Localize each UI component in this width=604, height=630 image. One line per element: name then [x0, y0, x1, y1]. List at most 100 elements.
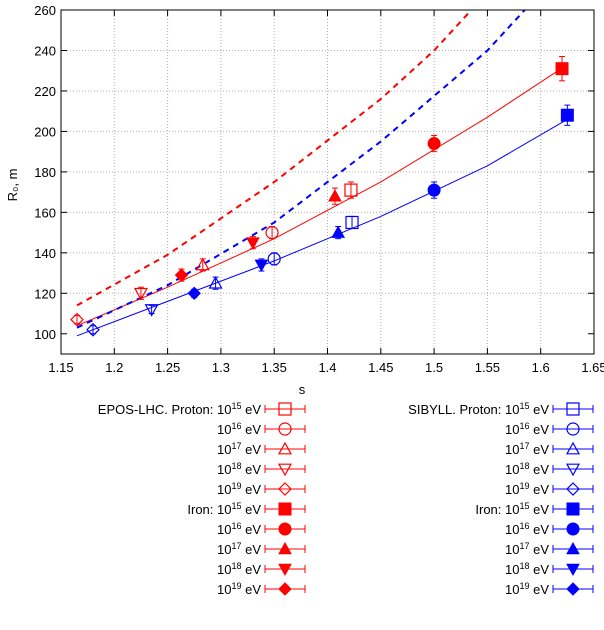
legend-label: 1017 eV	[505, 541, 549, 557]
data-point	[267, 252, 281, 266]
data-point	[427, 137, 441, 151]
sibyll-solid-fit	[76, 118, 568, 337]
legend-marker	[566, 541, 580, 555]
legend-entry: 1019 eV	[505, 581, 594, 597]
legend-entry: Iron: 1015 eV	[475, 501, 594, 517]
x-tick-label: 1.15	[48, 360, 73, 375]
x-tick-label: 1.3	[212, 360, 230, 375]
legend-entry: 1018 eV	[505, 461, 594, 477]
data-point	[70, 312, 84, 327]
sibyll-dashed-fit	[76, 10, 526, 329]
y-tick-label: 160	[34, 205, 56, 220]
data-point	[195, 257, 210, 271]
legend-marker	[278, 482, 292, 496]
legend-entry: SIBYLL. Proton: 1015 eV	[408, 401, 594, 417]
legend-entry: 1019 eV	[217, 481, 306, 497]
legend-entry: 1017 eV	[505, 541, 594, 557]
legend-marker	[566, 582, 580, 596]
legend-marker	[278, 422, 292, 436]
x-tick-label: 1.45	[368, 360, 393, 375]
legend-marker	[278, 502, 292, 516]
legend-label: 1016 eV	[505, 521, 549, 537]
legend-entry: 1016 eV	[217, 521, 306, 537]
legend-entry: 1016 eV	[505, 521, 594, 537]
legend-label: 1018 eV	[505, 561, 549, 577]
axis-ticks: 100 120 140 160 180 200 220 240 260 1.15 1.2 1.25 1.…	[34, 3, 604, 375]
x-axis-label: s	[299, 382, 306, 397]
legend-entry: 1016 eV	[505, 421, 594, 437]
legend-label: 1019 eV	[217, 481, 261, 497]
legend-entry: EPOS-LHC. Proton: 1015 eV	[98, 401, 306, 417]
data-point	[331, 225, 346, 238]
legend: EPOS-LHC. Proton: 1015 eV 1016 eV 1017 eV 1…	[98, 401, 594, 597]
legend-marker	[566, 482, 580, 496]
x-tick-label: 1.65	[581, 360, 604, 375]
y-tick-label: 220	[34, 84, 56, 99]
legend-label: 1018 eV	[505, 461, 549, 477]
data-point	[265, 225, 279, 240]
data-point	[174, 268, 189, 282]
legend-entry: 1018 eV	[217, 461, 306, 477]
legend-label: 1018 eV	[217, 461, 261, 477]
legend-label: 1017 eV	[217, 441, 261, 457]
legend-marker	[278, 563, 292, 577]
y-tick-label: 180	[34, 165, 56, 180]
legend-marker	[566, 422, 580, 436]
x-tick-label: 1.5	[425, 360, 443, 375]
y-tick-label: 260	[34, 3, 56, 18]
data-point	[187, 286, 201, 301]
legend-entry: 1019 eV	[217, 581, 306, 597]
data-point	[555, 62, 569, 76]
legend-marker	[278, 541, 292, 555]
data-point	[133, 287, 148, 301]
legend-label: EPOS-LHC. Proton: 1015 eV	[98, 401, 262, 417]
legend-label: 1018 eV	[217, 561, 261, 577]
x-tick-label: 1.55	[475, 360, 500, 375]
legend-marker	[566, 502, 580, 516]
y-tick-label: 100	[34, 327, 56, 342]
data-point	[144, 304, 159, 317]
legend-marker	[565, 441, 581, 455]
legend-label: SIBYLL. Proton: 1015 eV	[408, 401, 549, 417]
data-point	[344, 183, 358, 197]
x-tick-label: 1.6	[532, 360, 550, 375]
legend-marker	[566, 563, 580, 577]
legend-label: 1019 eV	[505, 581, 549, 597]
legend-entry: 1018 eV	[505, 561, 594, 577]
legend-marker	[566, 402, 580, 416]
x-tick-label: 1.35	[262, 360, 287, 375]
legend-label: 1016 eV	[217, 521, 261, 537]
legend-marker	[277, 463, 293, 477]
x-tick-label: 1.4	[318, 360, 336, 375]
legend-label: 1016 eV	[505, 421, 549, 437]
legend-marker	[278, 522, 292, 536]
y-tick-label: 120	[34, 286, 56, 301]
legend-entry: Iron: 1015 eV	[187, 501, 306, 517]
y-tick-label: 240	[34, 43, 56, 58]
data-points	[70, 56, 574, 337]
legend-label: 1019 eV	[505, 481, 549, 497]
epos-solid-fit	[76, 64, 568, 327]
legend-marker	[278, 402, 292, 416]
legend-entry: 1018 eV	[217, 561, 306, 577]
data-point	[254, 259, 269, 272]
x-tick-label: 1.25	[155, 360, 180, 375]
legend-entry: 1016 eV	[217, 421, 306, 437]
legend-label: 1016 eV	[217, 421, 261, 437]
data-point	[560, 108, 574, 122]
data-point	[427, 183, 441, 197]
legend-entry: 1017 eV	[217, 541, 306, 557]
legend-marker	[566, 522, 580, 536]
legend-label: Iron: 1015 eV	[475, 501, 549, 517]
legend-label: Iron: 1015 eV	[187, 501, 261, 517]
data-point	[328, 189, 342, 202]
y-tick-label: 200	[34, 124, 56, 139]
data-point	[86, 322, 100, 337]
fit-curves	[76, 10, 568, 337]
legend-label: 1019 eV	[217, 581, 261, 597]
data-point	[345, 215, 359, 230]
y-tick-label: 140	[34, 246, 56, 261]
legend-entry: 1017 eV	[505, 441, 594, 457]
legend-entry: 1019 eV	[505, 481, 594, 497]
